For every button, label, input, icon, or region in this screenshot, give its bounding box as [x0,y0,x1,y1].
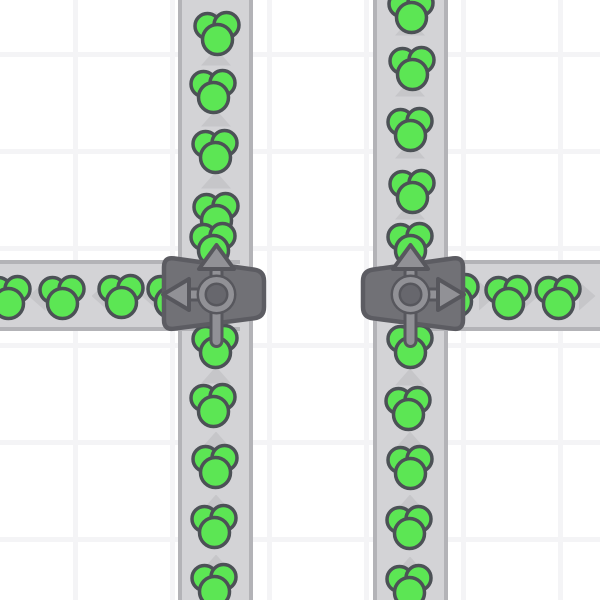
splitter-right[interactable] [345,229,476,359]
splitter-left[interactable] [151,229,282,359]
